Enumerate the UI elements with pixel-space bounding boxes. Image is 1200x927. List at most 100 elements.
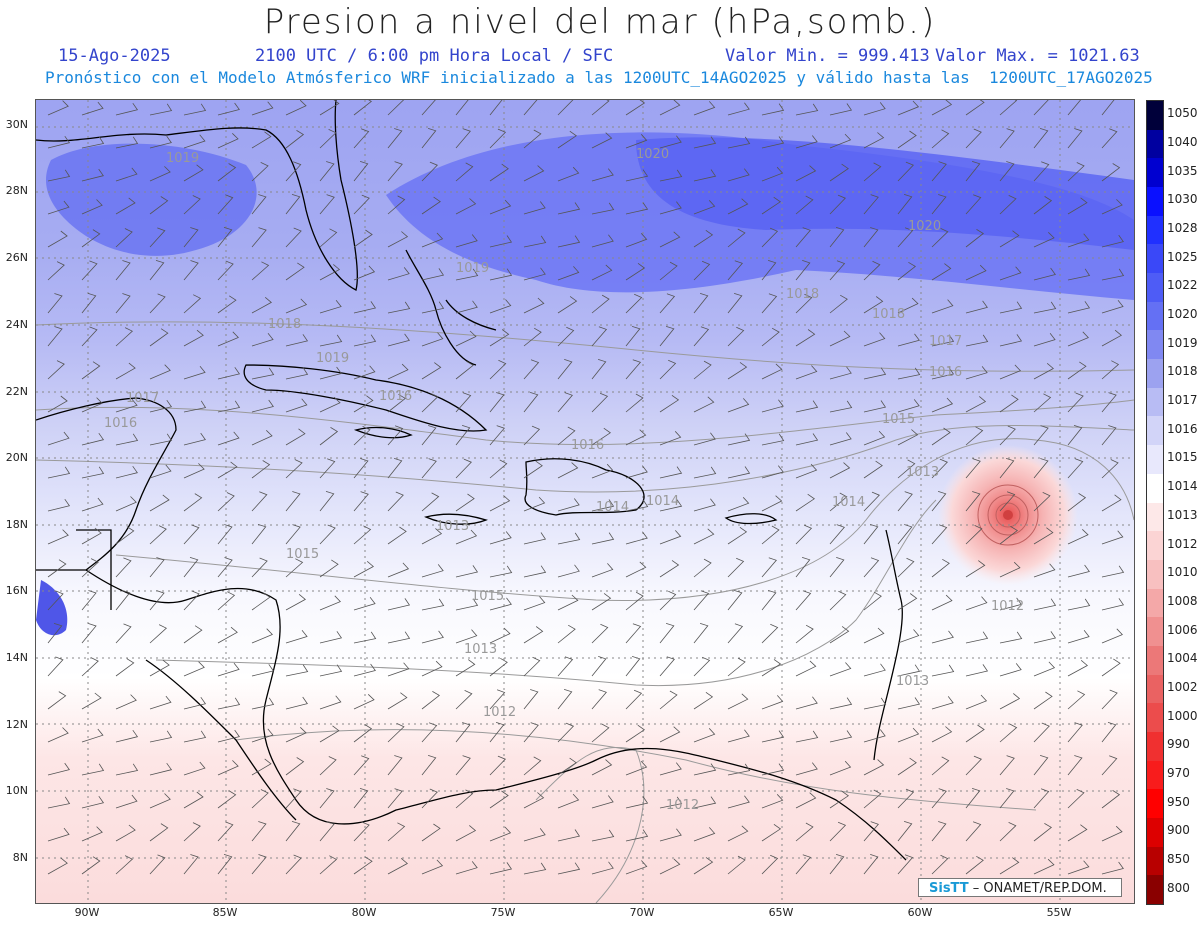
wind-barb [183, 329, 204, 347]
wind-barb [999, 425, 1016, 446]
wind-barb [625, 724, 646, 743]
wind-barb [999, 394, 1019, 413]
wind-barb [455, 360, 474, 380]
wind-barb [183, 365, 206, 380]
isobar-value-label: 1017 [126, 391, 159, 406]
wind-barb [489, 359, 507, 380]
wind-barb [897, 821, 913, 842]
high-pressure-core [636, 137, 1134, 250]
wind-barb [285, 593, 307, 611]
wind-barb [795, 400, 819, 413]
wind-barb [659, 231, 681, 248]
pressure-map[interactable]: 1019 1020 1020 1019 1018 1018 1018 1019 1017 1017… [35, 99, 1135, 904]
wind-barb [387, 822, 406, 842]
wind-barb [625, 465, 648, 479]
wind-barb [897, 429, 919, 446]
lat-tick-label: 24N [5, 318, 28, 331]
wind-barb [421, 332, 444, 347]
wind-barb [1101, 565, 1125, 578]
wind-barb [421, 128, 437, 149]
date-label: 15-Ago-2025 [58, 46, 171, 66]
colorbar-cell [1147, 875, 1163, 905]
colorbar-label: 1004 [1167, 651, 1198, 666]
wind-barb [863, 789, 882, 809]
colorbar-label: 1017 [1167, 393, 1198, 408]
wind-barb [387, 723, 405, 743]
wind-barb [421, 492, 440, 512]
wind-barb [557, 235, 581, 248]
wind-barb [387, 692, 408, 710]
wind-barb [489, 862, 513, 875]
wind-barb [863, 663, 886, 677]
wind-barb [285, 854, 302, 875]
wind-barb [965, 128, 982, 149]
wind-barb [217, 821, 234, 842]
wind-barb [319, 264, 341, 281]
wind-barb [421, 528, 443, 545]
wind-barb [47, 559, 67, 578]
wind-barb [523, 656, 541, 677]
wind-barb [659, 690, 678, 710]
wind-barb [115, 794, 138, 809]
colorbar-cell [1147, 215, 1163, 245]
wind-barb [149, 433, 173, 446]
colorbar-label: 1022 [1167, 278, 1198, 293]
colorbar-cell [1147, 703, 1163, 733]
wind-barb [489, 689, 506, 710]
wind-barb [115, 260, 131, 281]
wind-barb [115, 197, 136, 215]
colorbar-label: 1006 [1167, 622, 1198, 637]
wind-barb [659, 762, 682, 776]
wind-barb [1033, 393, 1052, 413]
wind-barb [727, 497, 750, 512]
wind-barb [217, 697, 241, 710]
wind-barb [727, 433, 751, 446]
wind-barb [1067, 529, 1089, 545]
colorbar-label: 1040 [1167, 135, 1198, 150]
wind-barb [999, 128, 1015, 149]
wind-barb [387, 301, 411, 314]
wind-barb [1067, 659, 1089, 677]
wind-barb [795, 227, 811, 248]
wind-barb [1101, 100, 1115, 116]
wind-barb [455, 128, 471, 149]
wind-barb [829, 260, 846, 281]
wind-barb [421, 458, 437, 479]
wind-barb [931, 263, 952, 281]
wind-barb [217, 492, 235, 512]
wind-barb [625, 134, 648, 149]
wind-barb [829, 697, 853, 710]
wind-barb [863, 260, 881, 281]
wind-barb [81, 432, 105, 446]
wind-barb [387, 526, 407, 545]
wind-barb [353, 458, 369, 479]
colorbar-label: 1013 [1167, 507, 1198, 522]
wind-barb [217, 662, 240, 677]
lat-tick-label: 12N [5, 718, 28, 731]
colorbar-label: 950 [1167, 794, 1190, 809]
wind-barb [455, 755, 471, 776]
wind-barb [591, 100, 610, 116]
isobar-value-label: 1015 [882, 412, 915, 427]
wind-barb [149, 695, 172, 710]
wind-barb [1067, 690, 1086, 710]
wind-barb [897, 788, 915, 809]
wind-barb [897, 161, 914, 182]
wind-barb [897, 524, 913, 545]
wind-barb [965, 100, 985, 116]
wind-barb [387, 195, 406, 215]
isobar-lines [36, 321, 1134, 903]
lat-tick-label: 18N [5, 518, 28, 531]
colorbar-cell [1147, 244, 1163, 274]
colorbar-label: 1012 [1167, 536, 1198, 551]
wind-barb [1067, 128, 1083, 149]
wind-barb [591, 294, 610, 314]
colorbar-cell [1147, 129, 1163, 159]
wind-barb [387, 788, 403, 809]
wind-barb [761, 327, 780, 347]
wind-barb [1067, 598, 1091, 611]
wind-barb [931, 100, 953, 116]
wind-barb [149, 494, 170, 512]
credit-box: SisTT – ONAMET/REP.DOM. [918, 878, 1122, 897]
wind-barb [931, 397, 954, 413]
